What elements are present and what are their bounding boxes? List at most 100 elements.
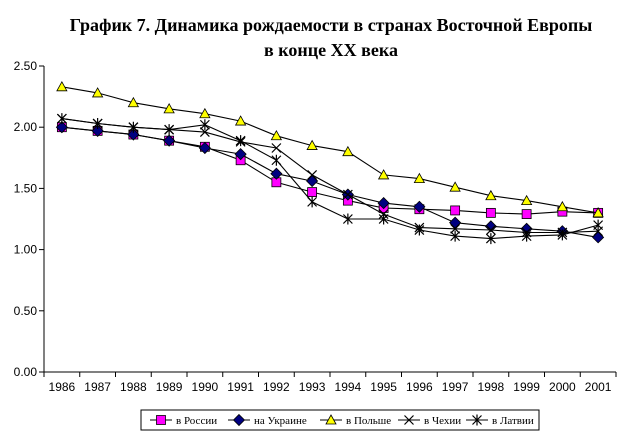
y-tick-label: 2.00	[14, 120, 38, 134]
data-point	[449, 216, 462, 229]
data-point	[593, 219, 604, 231]
data-point	[163, 134, 176, 147]
axes: 0.00 0.50 1.00 1.50 2.00 2.50 1986 1987 1988 1989…	[14, 59, 617, 394]
y-tick-label: 0.50	[14, 304, 38, 318]
data-point	[199, 107, 211, 119]
legend-marker	[325, 414, 337, 425]
series-line	[61, 126, 599, 215]
data-point	[450, 223, 461, 234]
x-tick-label: 1987	[84, 380, 111, 394]
series-group	[55, 80, 605, 245]
x-tick-label: 1990	[192, 380, 219, 394]
data-point	[414, 224, 425, 236]
data-point	[378, 213, 389, 225]
data-point	[342, 145, 354, 157]
data-point	[485, 207, 496, 218]
data-point	[307, 170, 318, 180]
x-tick-label: 1998	[478, 380, 505, 394]
x-tick-label: 1999	[513, 380, 540, 394]
data-point	[56, 80, 68, 92]
series-4	[56, 113, 604, 238]
data-point	[163, 103, 175, 114]
data-point	[592, 231, 605, 244]
data-point	[128, 121, 139, 133]
data-point	[164, 124, 175, 136]
legend-marker	[404, 415, 414, 425]
legend-label: в Польше	[346, 415, 391, 427]
data-point	[521, 230, 532, 242]
data-point	[307, 196, 318, 208]
y-tick-label: 1.00	[14, 243, 38, 257]
data-point	[127, 96, 140, 108]
series-1	[56, 122, 604, 220]
x-tick-label: 1989	[156, 380, 183, 394]
series-5	[56, 113, 604, 245]
data-point	[449, 181, 461, 192]
legend-marker	[156, 415, 166, 425]
x-tick-label: 1996	[406, 380, 433, 394]
data-point	[521, 209, 532, 220]
x-tick-label: 1991	[227, 380, 254, 394]
data-point	[198, 141, 211, 155]
legend-marker	[232, 413, 246, 427]
data-point	[91, 124, 104, 137]
chart-subtitle: в конце XX века	[264, 40, 398, 60]
series-2	[55, 121, 605, 244]
y-tick-label: 2.50	[14, 59, 38, 73]
data-point	[377, 197, 390, 210]
data-point	[271, 143, 282, 153]
data-point	[485, 189, 497, 201]
data-point	[234, 115, 247, 126]
data-point	[556, 200, 569, 212]
x-tick-label: 2001	[585, 380, 612, 394]
data-point	[450, 230, 461, 242]
data-point	[520, 194, 533, 206]
data-point	[342, 189, 353, 200]
x-tick-label: 1995	[370, 380, 397, 394]
data-point	[91, 87, 104, 98]
data-point	[235, 135, 246, 147]
data-point	[92, 118, 103, 130]
data-point	[271, 154, 282, 166]
series-line	[61, 118, 599, 240]
data-point	[56, 113, 67, 125]
legend-label: в Латвии	[492, 415, 534, 427]
series-line	[61, 86, 599, 214]
data-point	[592, 207, 604, 218]
data-point	[485, 225, 496, 235]
legend-label: в России	[176, 415, 217, 427]
data-point	[306, 139, 318, 150]
chart-title: График 7. Динамика рождаемости в странах…	[70, 15, 593, 35]
series-line	[61, 126, 599, 238]
data-point	[199, 127, 210, 138]
data-point	[413, 172, 426, 184]
y-tick-label: 0.00	[14, 365, 38, 379]
data-point	[270, 129, 283, 141]
x-tick-label: 2000	[549, 380, 576, 394]
x-tick-label: 1997	[442, 380, 469, 394]
x-tick-label: 1992	[263, 380, 290, 394]
data-point	[234, 148, 247, 161]
y-tick-label: 1.50	[14, 181, 38, 195]
series-3	[56, 80, 604, 218]
x-tick-label: 1993	[299, 380, 326, 394]
x-tick-label: 1994	[335, 380, 362, 394]
legend-marker	[472, 414, 482, 426]
data-point	[55, 121, 68, 134]
legend-label: на Украине	[254, 415, 307, 427]
data-point	[377, 169, 390, 180]
data-point	[484, 220, 497, 233]
data-point	[127, 128, 140, 141]
data-point	[413, 200, 426, 213]
data-point	[485, 233, 496, 245]
legend: в России на Украине в Польше в Чехии в Латви…	[140, 409, 540, 431]
data-point	[307, 187, 318, 197]
data-point	[557, 229, 568, 241]
data-point	[199, 119, 210, 131]
x-tick-label: 1986	[49, 380, 76, 394]
data-point	[450, 205, 461, 216]
data-point	[270, 167, 283, 180]
x-tick-label: 1988	[120, 380, 147, 394]
legend-label: в Чехии	[424, 415, 461, 427]
